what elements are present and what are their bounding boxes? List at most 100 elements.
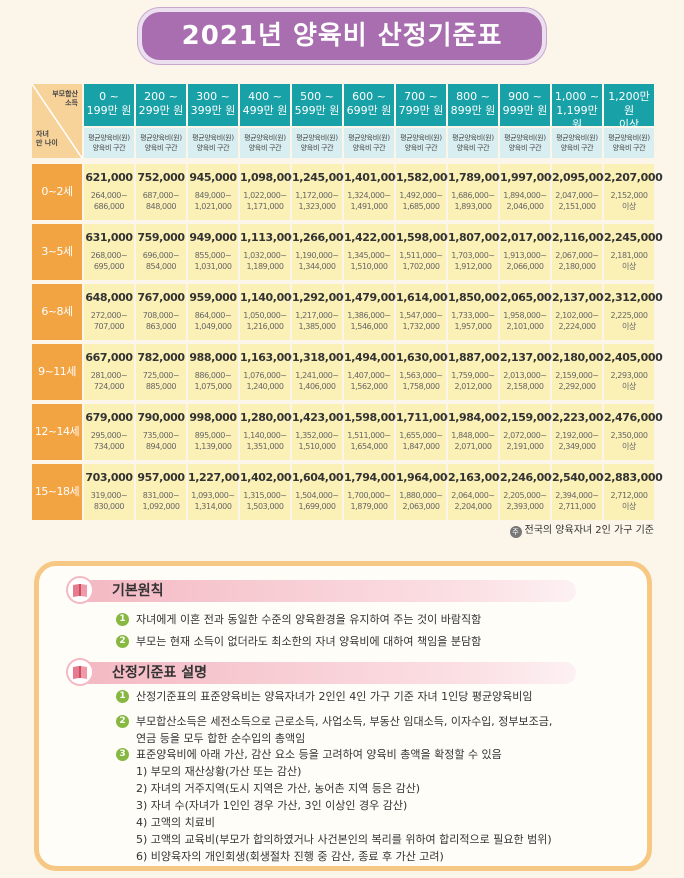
standard-amount: 1,789,000 (448, 171, 507, 184)
amount-range: 1,511,000~ 1,654,000 (347, 431, 391, 451)
amount-range: 1,076,000~ 1,240,000 (243, 371, 287, 391)
standard-amount: 2,137,000 (500, 351, 559, 364)
amount-range: 1,547,000~ 1,732,000 (399, 311, 443, 331)
support-amount-cell: 1,887,000 1,759,000~ 2,012,000 (448, 344, 507, 400)
support-amount-cell: 1,163,000 1,076,000~ 1,240,000 (240, 344, 299, 400)
support-amount-cell: 1,245,000 1,172,000~ 1,323,000 (292, 164, 351, 220)
table-row: 0~2세 621,000 264,000~ 686,000 752,000 687,000… (32, 164, 663, 220)
amount-range: 1,958,000~ 2,101,000 (503, 311, 547, 331)
standard-amount: 759,000 (137, 231, 185, 244)
standard-amount: 1,292,000 (292, 291, 351, 304)
section-title: 기본원칙 (112, 583, 164, 599)
support-amount-cell: 1,402,000 1,315,000~ 1,503,000 (240, 464, 299, 520)
standard-amount: 2,405,000 (604, 351, 663, 364)
amount-range: 2,181,000 이상 (610, 251, 648, 271)
section-header: 기본원칙 (66, 576, 576, 604)
support-amount-cell: 1,292,000 1,217,000~ 1,385,000 (292, 284, 351, 340)
list-item: 2 부모는 현재 소득이 없더라도 최소한의 자녀 양육비에 대하여 책임을 분담… (116, 633, 636, 650)
footnote-text: 전국의 양육자녀 2인 가구 기준 (524, 525, 654, 536)
standard-amount: 1,711,000 (396, 411, 455, 424)
support-amount-cell: 2,065,000 1,958,000~ 2,101,000 (500, 284, 559, 340)
standard-amount: 2,017,000 (500, 231, 559, 244)
amount-range: 2,152,000 이상 (610, 191, 648, 211)
amount-range: 1,386,000~ 1,546,000 (347, 311, 391, 331)
sub-header-cell: 평균양육비(원) 양육비 구간 (136, 128, 186, 158)
support-amount-cell: 759,000 696,000~ 854,000 (136, 224, 186, 280)
amount-range: 1,352,000~ 1,510,000 (295, 431, 339, 451)
support-amount-cell: 1,604,000 1,504,000~ 1,699,000 (292, 464, 351, 520)
support-amount-cell: 2,405,000 2,293,000 이상 (604, 344, 663, 400)
income-column-header: 400 ~499만 원 (240, 84, 290, 126)
standard-amount: 1,280,000 (240, 411, 299, 424)
table-row: 12~14세 679,000 295,000~ 734,000 790,000 735,0… (32, 404, 663, 460)
age-group-label: 9~11세 (32, 344, 82, 400)
support-amount-cell: 949,000 855,000~ 1,031,000 (188, 224, 238, 280)
standard-amount: 621,000 (85, 171, 133, 184)
amount-range: 831,000~ 1,092,000 (142, 491, 180, 511)
number-badge: 1 (116, 613, 129, 626)
income-header-row: 0 ~199만 원 200 ~299만 원 300 ~399만 원 400 ~499만… (32, 84, 655, 131)
support-amount-cell: 1,582,000 1,492,000~ 1,685,000 (396, 164, 455, 220)
amount-range: 295,000~ 734,000 (90, 431, 128, 451)
number-badge: 3 (116, 748, 129, 761)
support-amount-cell: 1,789,000 1,686,000~ 1,893,000 (448, 164, 507, 220)
support-amount-cell: 2,159,000 2,072,000~ 2,191,000 (500, 404, 559, 460)
item-text: 6) 비양육자의 개인회생(회생절차 진행 중 감산, 종료 후 가산 고려) (136, 850, 444, 863)
sub-header-cell: 평균양육비(원) 양육비 구간 (500, 128, 550, 158)
standard-amount: 1,598,000 (344, 411, 403, 424)
age-group-label: 6~8세 (32, 284, 82, 340)
sub-header-cell: 평균양육비(원) 양육비 구간 (344, 128, 394, 158)
support-amount-cell: 1,280,000 1,140,000~ 1,351,000 (240, 404, 299, 460)
standard-amount: 703,000 (85, 471, 133, 484)
amount-range: 2,712,000 이상 (610, 491, 648, 511)
support-amount-cell: 2,207,000 2,152,000 이상 (604, 164, 663, 220)
support-amount-cell: 1,140,000 1,050,000~ 1,216,000 (240, 284, 299, 340)
sub-header-cell: 평균양육비(원) 양육비 구간 (552, 128, 602, 158)
item-text: 연금 등을 모두 합한 순수입의 총액임 (136, 732, 306, 745)
support-amount-cell: 648,000 272,000~ 707,000 (84, 284, 134, 340)
amount-range: 1,686,000~ 1,893,000 (451, 191, 495, 211)
sub-header-cell: 평균양육비(원) 양육비 구간 (240, 128, 290, 158)
support-amount-cell: 2,476,000 2,350,000 이상 (604, 404, 663, 460)
amount-range: 725,000~ 885,000 (142, 371, 180, 391)
standard-amount: 1,318,000 (292, 351, 351, 364)
standard-amount: 2,245,000 (604, 231, 663, 244)
age-group-label: 3~5세 (32, 224, 82, 280)
standard-amount: 2,180,000 (552, 351, 611, 364)
amount-range: 1,880,000~ 2,063,000 (399, 491, 443, 511)
support-amount-cell: 1,984,000 1,848,000~ 2,071,000 (448, 404, 507, 460)
sub-header-cell: 평균양육비(원) 양육비 구간 (604, 128, 654, 158)
amount-range: 1,407,000~ 1,562,000 (347, 371, 391, 391)
support-amount-cell: 1,113,000 1,032,000~ 1,189,000 (240, 224, 299, 280)
income-column-header: 600 ~699만 원 (344, 84, 394, 126)
support-amount-cell: 782,000 725,000~ 885,000 (136, 344, 186, 400)
support-amount-cell: 2,246,000 2,205,000~ 2,393,000 (500, 464, 559, 520)
standard-amount: 1,494,000 (344, 351, 403, 364)
item-text: 표준양육비에 아래 가산, 감산 요소 등을 고려하여 양육비 총액을 확정할 … (136, 748, 502, 761)
item-text: 4) 고액의 치료비 (136, 816, 216, 829)
section-header: 산정기준표 설명 (66, 658, 576, 686)
standard-amount: 1,402,000 (240, 471, 299, 484)
amount-range: 1,563,000~ 1,758,000 (399, 371, 443, 391)
corner-income-label: 부모합산 소득 (52, 90, 78, 107)
standard-amount: 988,000 (189, 351, 237, 364)
amount-range: 1,492,000~ 1,685,000 (399, 191, 443, 211)
support-amount-cell: 703,000 319,000~ 830,000 (84, 464, 134, 520)
book-icon (66, 658, 94, 686)
amount-range: 1,703,000~ 1,912,000 (451, 251, 495, 271)
support-amount-cell: 1,807,000 1,703,000~ 1,912,000 (448, 224, 507, 280)
amount-range: 1,345,000~ 1,510,000 (347, 251, 391, 271)
standard-amount: 1,598,000 (396, 231, 455, 244)
support-amount-cell: 767,000 708,000~ 863,000 (136, 284, 186, 340)
amount-range: 1,140,000~ 1,351,000 (243, 431, 287, 451)
amount-range: 1,172,000~ 1,323,000 (295, 191, 339, 211)
standard-amount: 998,000 (189, 411, 237, 424)
age-group-label: 0~2세 (32, 164, 82, 220)
amount-range: 319,000~ 830,000 (90, 491, 128, 511)
support-amount-cell: 2,163,000 2,064,000~ 2,204,000 (448, 464, 507, 520)
income-column-header: 900 ~999만 원 (500, 84, 550, 126)
support-amount-cell: 1,318,000 1,241,000~ 1,406,000 (292, 344, 351, 400)
income-column-header: 1,000 ~1,199만 원 (552, 84, 602, 131)
amount-range: 895,000~ 1,139,000 (194, 431, 232, 451)
standard-amount: 648,000 (85, 291, 133, 304)
